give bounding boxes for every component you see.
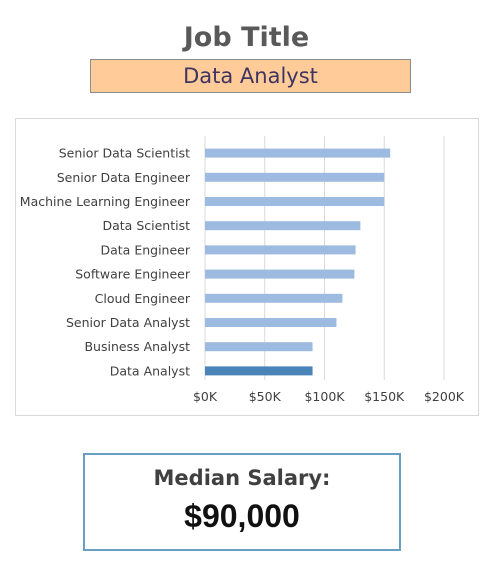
bar[interactable] [205, 197, 385, 206]
category-label: Data Engineer [101, 242, 191, 257]
median-salary-value: $90,000 [184, 498, 300, 534]
category-label: Senior Data Analyst [66, 315, 190, 330]
bar[interactable] [205, 342, 313, 352]
category-label: Business Analyst [84, 339, 190, 354]
bar[interactable] [205, 172, 385, 182]
salary-bar-chart: $0K $50K $100K $150K $200K Senior Data Scient… [15, 118, 479, 416]
bar[interactable] [205, 221, 361, 231]
x-tick-label: $150K [364, 389, 405, 404]
selected-job-title: Data Analyst [183, 64, 318, 88]
category-label: Data Scientist [103, 218, 191, 233]
category-label: Senior Data Scientist [59, 146, 190, 161]
bar[interactable] [205, 245, 356, 255]
x-tick-label: $0K [193, 389, 218, 404]
x-tick-label: $50K [249, 389, 282, 404]
median-salary-label: Median Salary: [153, 466, 331, 490]
bar[interactable] [205, 293, 343, 303]
category-label: Cloud Engineer [95, 291, 191, 306]
category-label: Data Analyst [110, 363, 190, 378]
median-salary-card: Median Salary: $90,000 [83, 453, 401, 551]
bar[interactable] [205, 269, 355, 279]
job-title-selector[interactable]: Data Analyst [90, 59, 411, 93]
x-tick-label: $100K [304, 389, 345, 404]
category-label: Machine Learning Engineer [20, 194, 191, 209]
bar[interactable] [205, 318, 337, 327]
category-label: Senior Data Engineer [57, 170, 191, 185]
category-label: Software Engineer [75, 267, 191, 282]
bar[interactable] [205, 148, 391, 158]
chart-canvas: $0K $50K $100K $150K $200K Senior Data Scient… [20, 136, 465, 404]
job-title-heading: Job Title [183, 22, 310, 53]
x-tick-label: $200K [424, 389, 465, 404]
bar[interactable] [205, 366, 313, 376]
